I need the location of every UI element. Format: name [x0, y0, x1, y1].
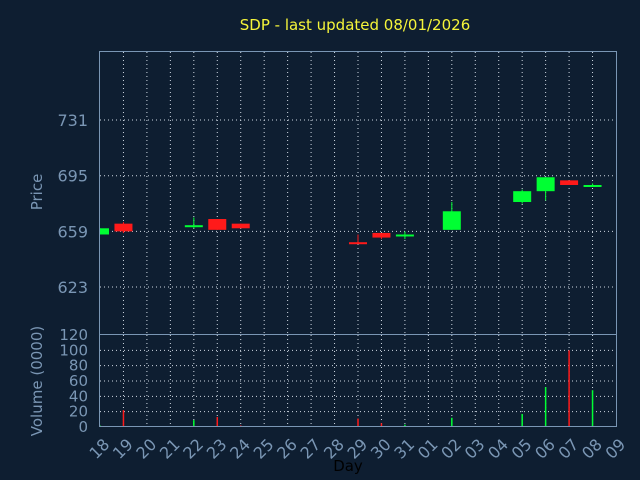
candle-31 [395, 231, 414, 240]
volume-tick-label: 100 [59, 341, 88, 359]
candle-body [372, 232, 391, 238]
candle-02 [442, 202, 461, 230]
price-tick-label: 731 [57, 111, 88, 130]
candle-body [442, 211, 461, 230]
volume-panel-frame [99, 334, 617, 427]
candle-body [513, 191, 532, 203]
volume-gridlines [100, 335, 616, 427]
candle-19 [114, 222, 133, 233]
volume-bar-23 [216, 417, 219, 427]
volume-tick-label: 20 [69, 403, 88, 421]
volume-bars [99, 350, 594, 427]
candle-body [560, 180, 579, 185]
candle-23 [208, 219, 227, 230]
price-candles [99, 177, 602, 245]
candle-08 [583, 183, 602, 187]
candle-body [208, 219, 227, 230]
volume-tick-label: 120 [59, 326, 88, 344]
candle-body [184, 225, 203, 228]
candle-24 [231, 223, 250, 229]
volume-bar-05 [521, 413, 523, 427]
volume-bar-19 [122, 410, 125, 427]
volume-bar-29 [357, 418, 359, 427]
candle-body [100, 228, 109, 235]
candle-body [536, 177, 555, 192]
candle-18 [99, 228, 109, 235]
volume-bar-02 [451, 417, 453, 427]
price-gridlines [100, 52, 616, 335]
candle-body [114, 223, 133, 232]
price-tick-label: 659 [57, 222, 88, 241]
volume-axis-label: Volume (0000) [28, 326, 46, 436]
volume-bar-30 [380, 423, 383, 427]
volume-tick-label: 80 [69, 357, 88, 375]
volume-tick-label: 60 [69, 372, 88, 390]
price-tick-labels: 623 659 695 731 [57, 111, 88, 297]
volume-bar-31 [404, 424, 406, 427]
price-tick-label: 623 [57, 278, 88, 297]
day-tick-label: 09 [601, 435, 629, 463]
candle-07 [560, 180, 579, 185]
volume-bar-07 [568, 350, 570, 427]
candle-05 [513, 189, 532, 204]
candle-06 [536, 177, 555, 201]
candle-body [395, 234, 414, 237]
candle-body [231, 223, 250, 229]
price-tick-label: 695 [57, 167, 88, 186]
candle-body [349, 242, 367, 245]
volume-bar-22 [193, 420, 195, 427]
volume-tick-label: 40 [69, 387, 88, 405]
volume-bar-08 [591, 390, 594, 427]
candle-body [583, 184, 602, 187]
day-tick-labels: 1819202122232425262728293031010203040506… [85, 435, 629, 463]
day-axis-label: Day [333, 457, 363, 475]
price-axis-label: Price [28, 174, 46, 211]
volume-tick-label: 0 [78, 418, 88, 436]
candle-22 [184, 217, 203, 229]
candle-29 [349, 234, 367, 245]
candle-30 [372, 232, 391, 240]
chart-title: SDP - last updated 08/01/2026 [240, 16, 471, 34]
volume-bar-06 [544, 387, 547, 427]
